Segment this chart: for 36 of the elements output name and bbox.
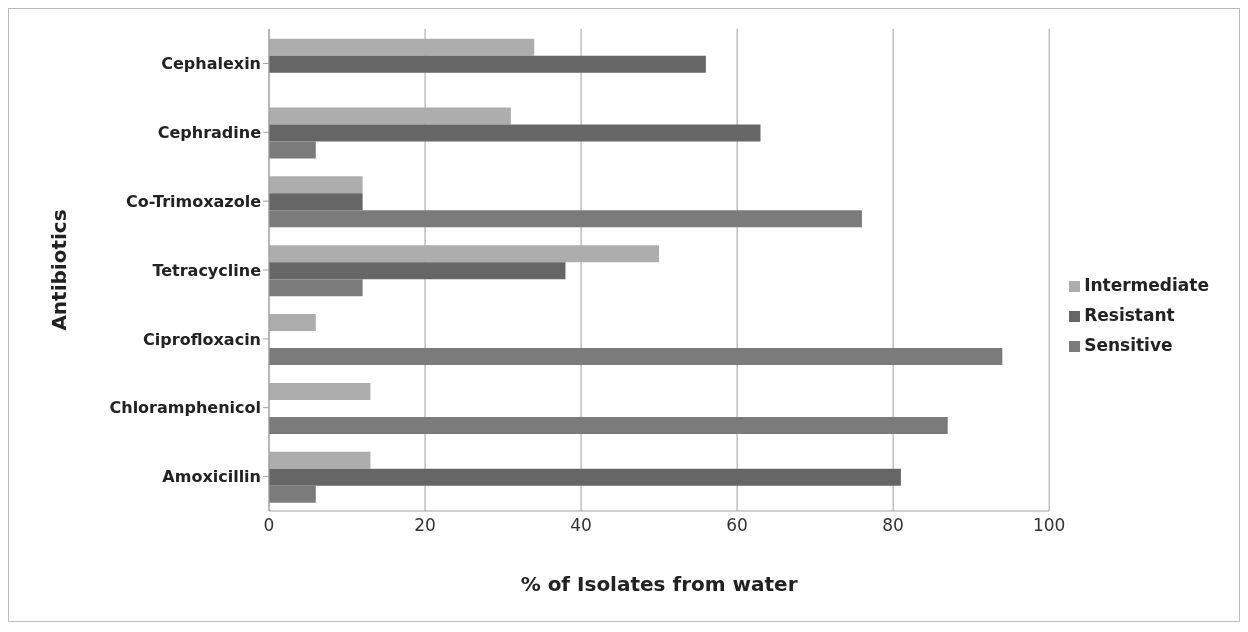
- bar: [269, 416, 948, 434]
- bar: [269, 348, 1003, 366]
- y-tick-label: Cephradine: [157, 122, 262, 142]
- x-tick-label: 20: [414, 515, 436, 536]
- bar: [269, 245, 660, 263]
- x-tick-label: 60: [726, 515, 748, 536]
- bar: [269, 38, 535, 56]
- bar: [269, 451, 371, 469]
- y-tick-label: Ciprofloxacin: [143, 329, 261, 349]
- legend-label: Intermediate: [1084, 275, 1209, 295]
- y-tick-label: Co-Trimoxazole: [126, 191, 262, 211]
- bar: [269, 124, 761, 142]
- y-tick-label: Tetracycline: [152, 260, 262, 280]
- bar: [269, 176, 363, 194]
- bar: [269, 141, 316, 159]
- bar: [269, 468, 901, 486]
- y-tick-label: Cephalexin: [161, 54, 261, 74]
- bar: [269, 55, 706, 73]
- bar: [269, 279, 363, 297]
- y-tick-label: Amoxicillin: [162, 467, 261, 487]
- bar: [269, 210, 862, 228]
- x-axis-title: % of Isolates from water: [520, 572, 798, 596]
- bar: [269, 382, 371, 400]
- bar: [269, 107, 511, 125]
- bar: [269, 485, 316, 503]
- legend-label: Resistant: [1084, 305, 1175, 325]
- y-axis-title: Antibiotics: [47, 209, 72, 331]
- bar: [269, 314, 316, 332]
- x-tick-label: 100: [1032, 515, 1066, 536]
- bar: [269, 193, 363, 211]
- x-tick-label: 0: [263, 515, 275, 536]
- x-tick-label: 40: [570, 515, 592, 536]
- y-tick-label: Chloramphenicol: [109, 398, 261, 418]
- x-tick-label: 80: [882, 515, 904, 536]
- legend-label: Sensitive: [1084, 335, 1173, 355]
- bar: [269, 262, 566, 280]
